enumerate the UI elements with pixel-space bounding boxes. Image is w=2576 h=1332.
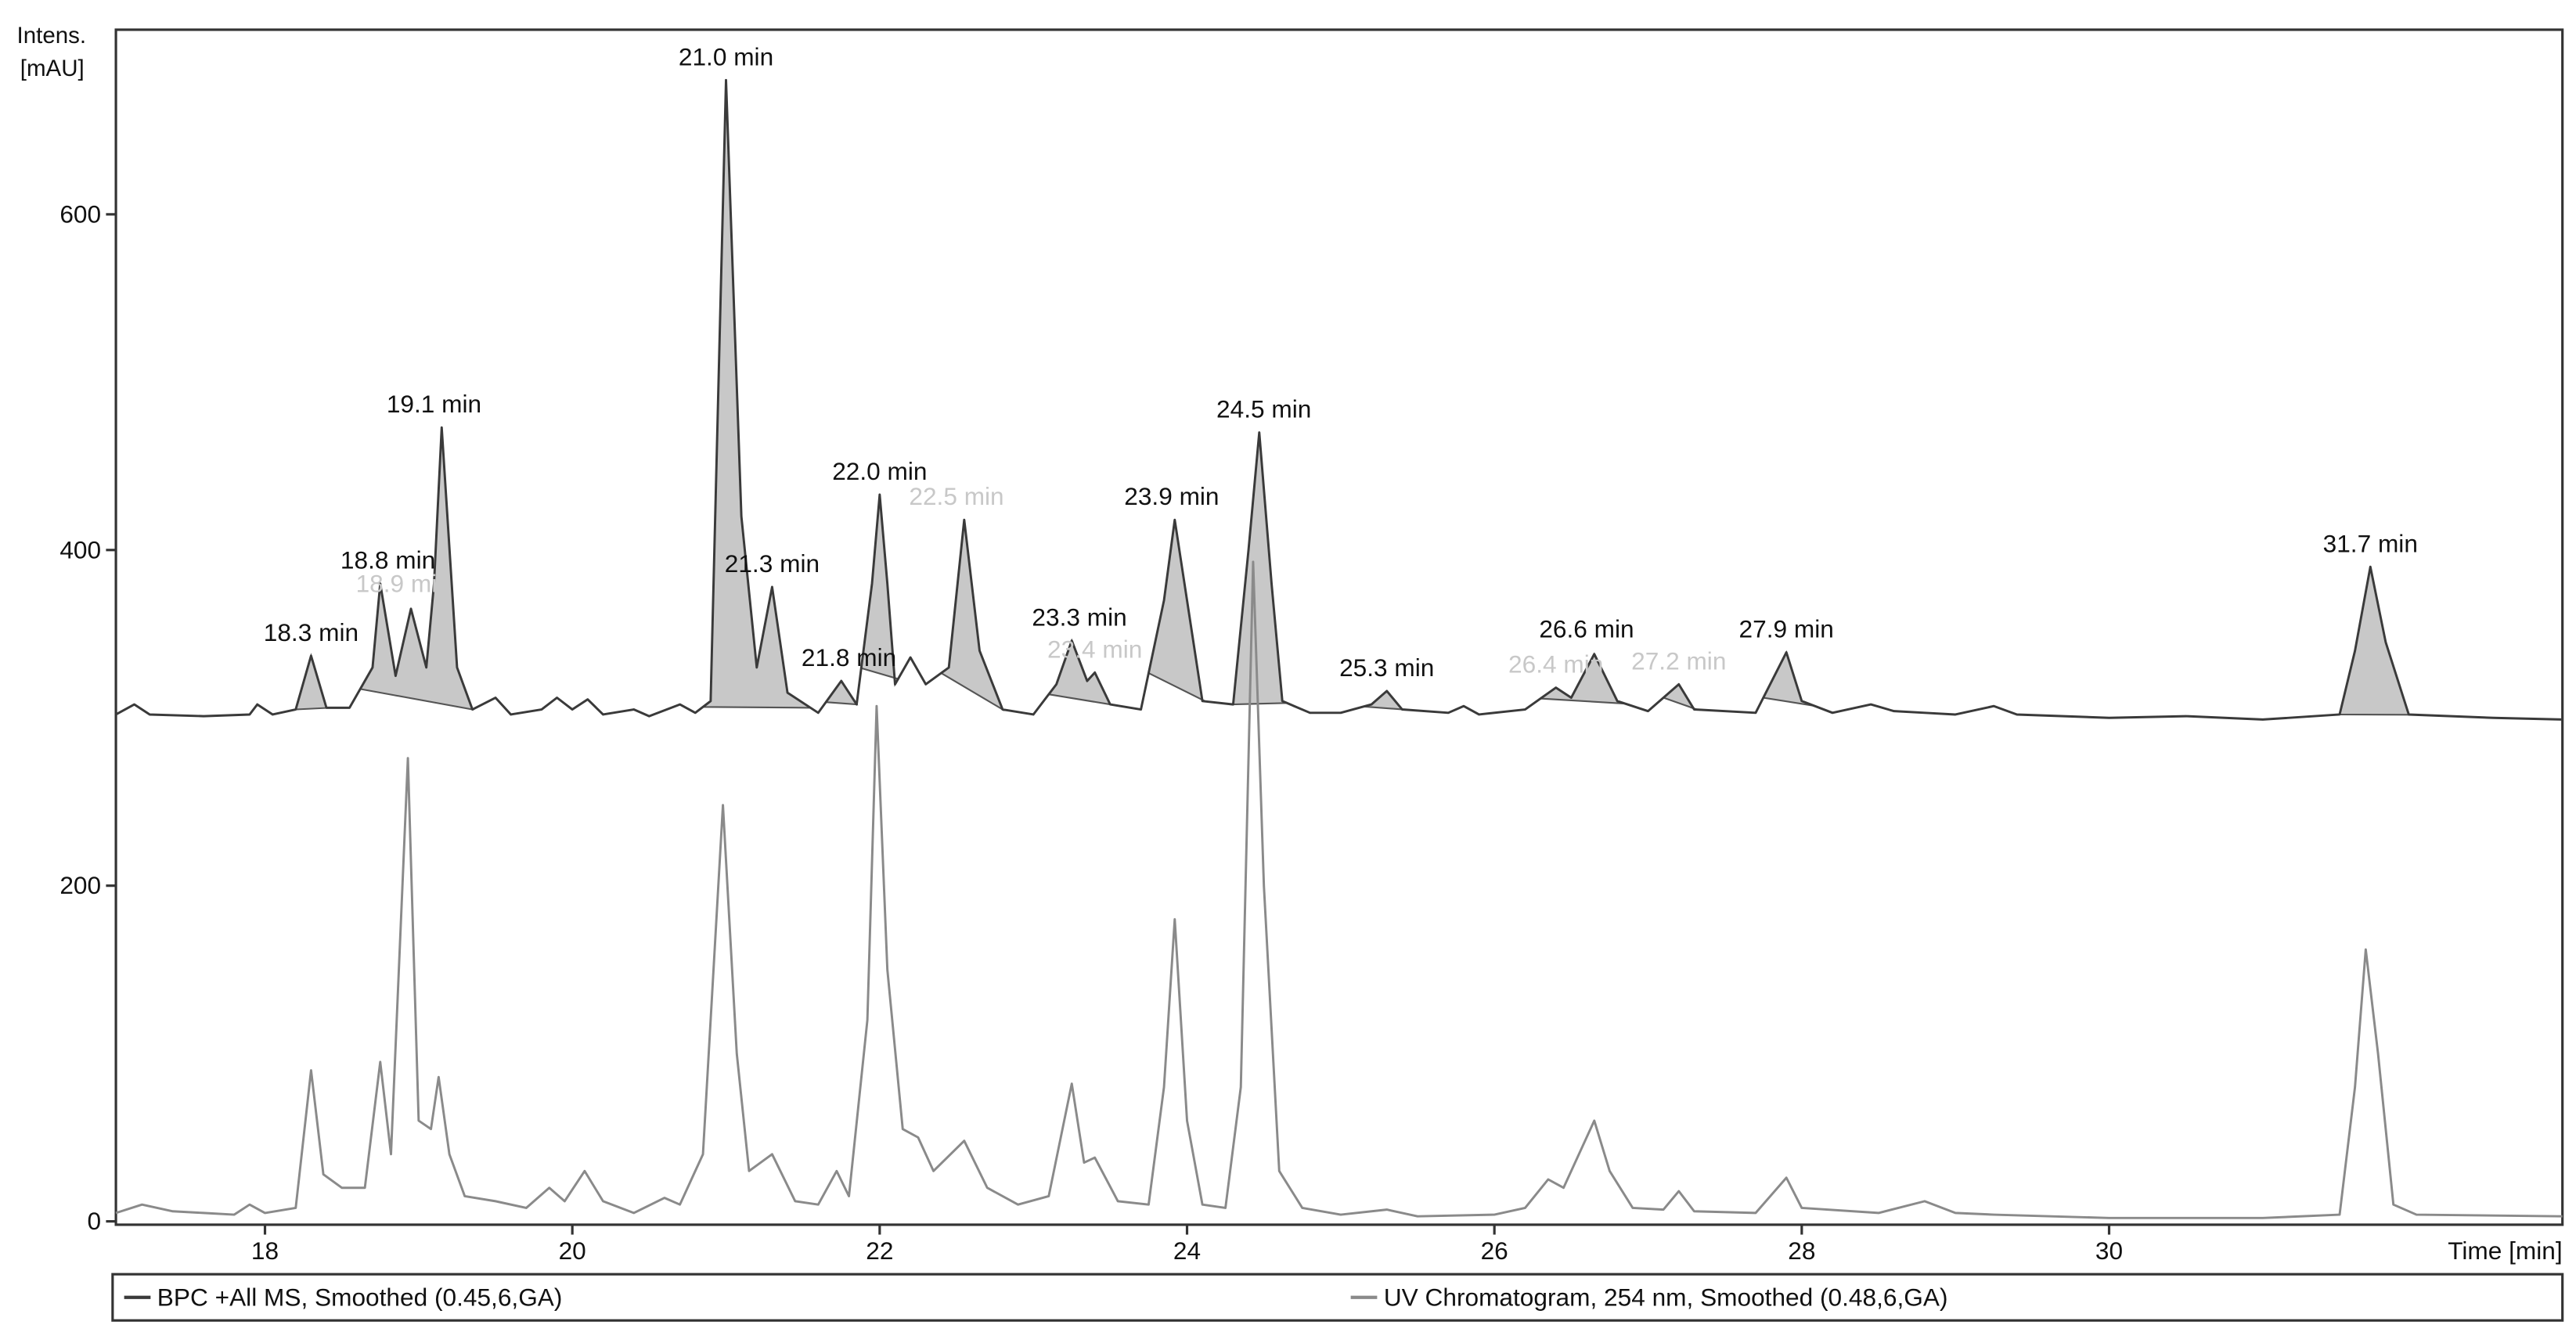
legend-label: UV Chromatogram, 254 nm, Smoothed (0.48,…: [1384, 1283, 1948, 1311]
trace: [115, 560, 2563, 1219]
peak-label: 18.8 min: [340, 546, 435, 574]
peak-label: 23.4 min: [1047, 635, 1142, 663]
peak-label: 25.3 min: [1339, 653, 1434, 682]
y-tick-label: 0: [88, 1207, 102, 1235]
peak-label: 21.3 min: [725, 549, 820, 578]
x-tick-label: 18: [251, 1237, 279, 1265]
peak-label: 27.9 min: [1739, 615, 1834, 643]
plot-frame: [114, 28, 2564, 1226]
peak-label: 26.4 min: [1508, 650, 1603, 679]
peak-label: 26.6 min: [1539, 615, 1634, 643]
y-tick-label: 200: [59, 871, 101, 899]
y-axis-label: [mAU]: [20, 56, 85, 81]
peak-label: 19.1 min: [387, 390, 481, 418]
peak-label: 22.0 min: [832, 457, 927, 485]
x-tick-label: 24: [1173, 1237, 1201, 1265]
peak-label: 24.5 min: [1216, 395, 1311, 423]
peak-label: 23.3 min: [1032, 603, 1126, 632]
x-tick-label: 26: [1481, 1237, 1508, 1265]
x-tick-label: 22: [866, 1237, 893, 1265]
peak-label: 21.0 min: [679, 42, 773, 70]
peak-label: 18.9 min: [356, 570, 451, 598]
legend-box: [111, 1273, 2564, 1322]
peak-label: 21.8 min: [802, 643, 896, 671]
peak-label: 27.2 min: [1631, 646, 1726, 675]
x-tick-label: 28: [1788, 1237, 1815, 1265]
peak-label: 22.5 min: [909, 482, 1003, 510]
peak-label: 31.7 min: [2323, 529, 2418, 557]
trace: [115, 78, 2563, 721]
y-tick-label: 600: [59, 200, 101, 228]
x-axis-label: Time [min]: [2448, 1237, 2562, 1265]
y-tick-label: 400: [59, 535, 101, 563]
y-axis-label: Intens.: [17, 23, 87, 49]
x-tick-label: 30: [2095, 1237, 2123, 1265]
x-tick-label: 20: [559, 1237, 586, 1265]
peak-label: 23.9 min: [1124, 482, 1219, 510]
peak-label: 18.3 min: [264, 618, 358, 646]
legend-label: BPC +All MS, Smoothed (0.45,6,GA): [157, 1283, 563, 1311]
